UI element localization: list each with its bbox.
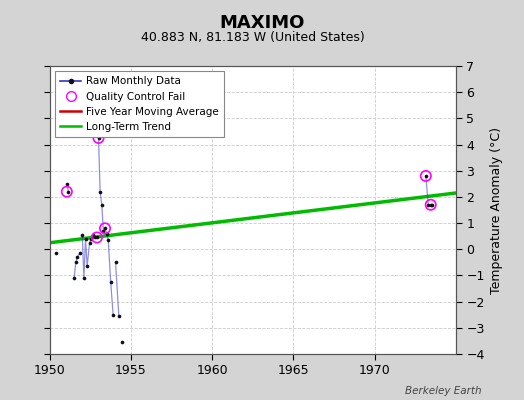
Point	[109, 312, 117, 318]
Point	[85, 240, 94, 246]
Point	[112, 259, 120, 266]
Point	[427, 202, 435, 208]
Point	[80, 275, 88, 281]
Point	[94, 135, 103, 141]
Point	[428, 202, 436, 208]
Text: Berkeley Earth: Berkeley Earth	[406, 386, 482, 396]
Point	[70, 275, 78, 281]
Point	[89, 232, 97, 238]
Point	[101, 225, 109, 232]
Point	[106, 279, 115, 285]
Point	[64, 188, 73, 195]
Point	[63, 181, 71, 187]
Legend: Raw Monthly Data, Quality Control Fail, Five Year Moving Average, Long-Term Tren: Raw Monthly Data, Quality Control Fail, …	[55, 71, 224, 137]
Title: 40.883 N, 81.183 W (United States): 40.883 N, 81.183 W (United States)	[141, 31, 365, 44]
Point	[91, 234, 100, 241]
Text: MAXIMO: MAXIMO	[220, 14, 304, 32]
Point	[115, 313, 123, 319]
Point	[104, 237, 113, 243]
Point	[87, 236, 95, 242]
Point	[427, 202, 435, 208]
Point	[102, 230, 111, 237]
Point	[93, 234, 101, 241]
Point	[72, 259, 80, 266]
Point	[99, 228, 107, 234]
Point	[83, 263, 91, 270]
Point	[422, 173, 430, 179]
Point	[81, 236, 90, 242]
Point	[52, 250, 60, 256]
Point	[96, 188, 104, 195]
Y-axis label: Temperature Anomaly (°C): Temperature Anomaly (°C)	[490, 126, 503, 294]
Point	[424, 202, 432, 208]
Point	[101, 225, 109, 232]
Point	[422, 173, 430, 179]
Point	[97, 202, 106, 208]
Point	[63, 188, 71, 195]
Point	[78, 232, 86, 238]
Point	[118, 339, 126, 346]
Point	[93, 234, 101, 241]
Point	[73, 254, 82, 260]
Point	[94, 135, 103, 141]
Point	[75, 250, 84, 256]
